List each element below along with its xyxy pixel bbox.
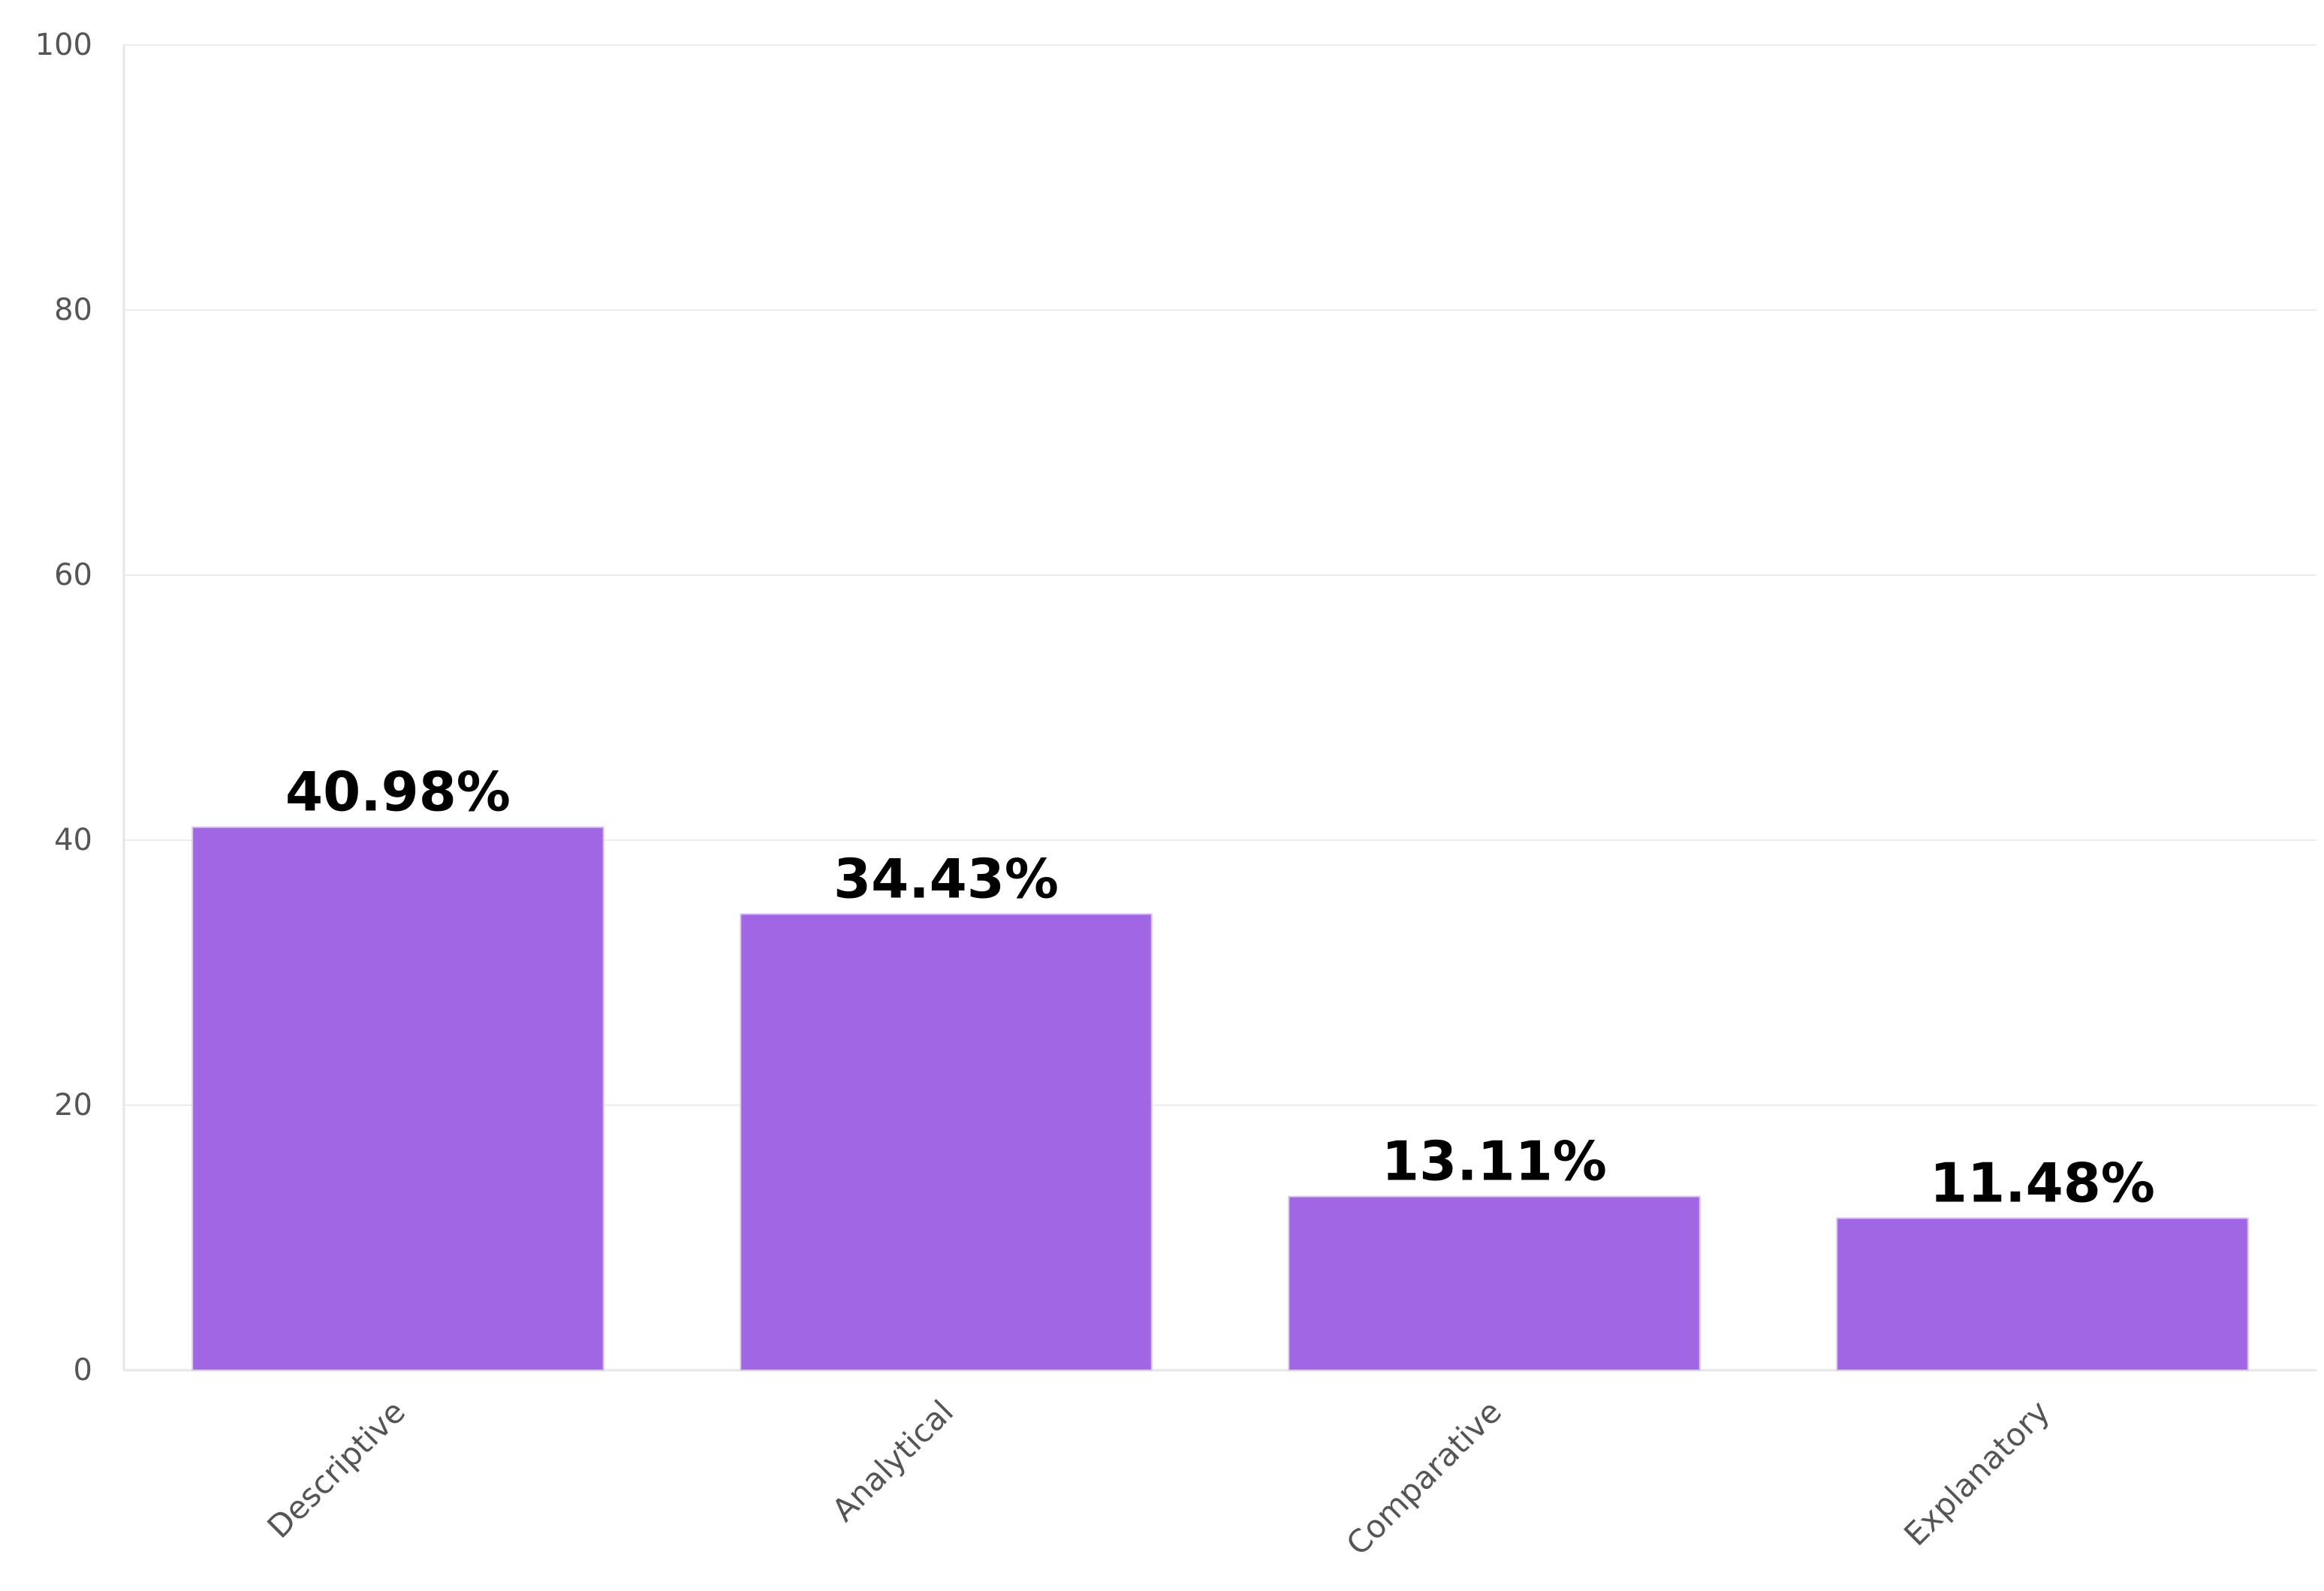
y-tick-label: 80	[54, 293, 92, 327]
data-labels: 40.98% 34.43% 13.11% 11.48%	[285, 761, 2155, 1215]
x-tick-label-comparative: Comparative	[1339, 1393, 1509, 1562]
data-label-descriptive: 40.98%	[285, 761, 511, 824]
bar-descriptive	[191, 826, 604, 1371]
y-tick-label: 0	[74, 1353, 92, 1388]
y-tick-label: 20	[54, 1088, 92, 1122]
data-label-analytical: 34.43%	[833, 847, 1059, 910]
bars	[191, 826, 2249, 1372]
data-label-comparative: 13.11%	[1382, 1130, 1607, 1193]
x-tick-label-analytical: Analytical	[825, 1393, 960, 1528]
y-tick-label: 100	[35, 28, 92, 62]
y-axis-ticks: 0 20 40 60 80 100	[35, 28, 92, 1388]
bar-comparative	[1288, 1195, 1701, 1372]
x-axis-ticks: Descriptive Analytical Comparative Explanat…	[260, 1393, 2057, 1562]
x-tick-label-descriptive: Descriptive	[260, 1393, 412, 1545]
y-tick-label: 60	[54, 558, 92, 592]
x-tick-label-explanatory: Explanatory	[1897, 1393, 2057, 1553]
y-tick-label: 40	[54, 823, 92, 857]
bar-explanatory	[1836, 1217, 2249, 1372]
data-label-explanatory: 11.48%	[1930, 1151, 2155, 1214]
bar-analytical	[740, 913, 1153, 1372]
